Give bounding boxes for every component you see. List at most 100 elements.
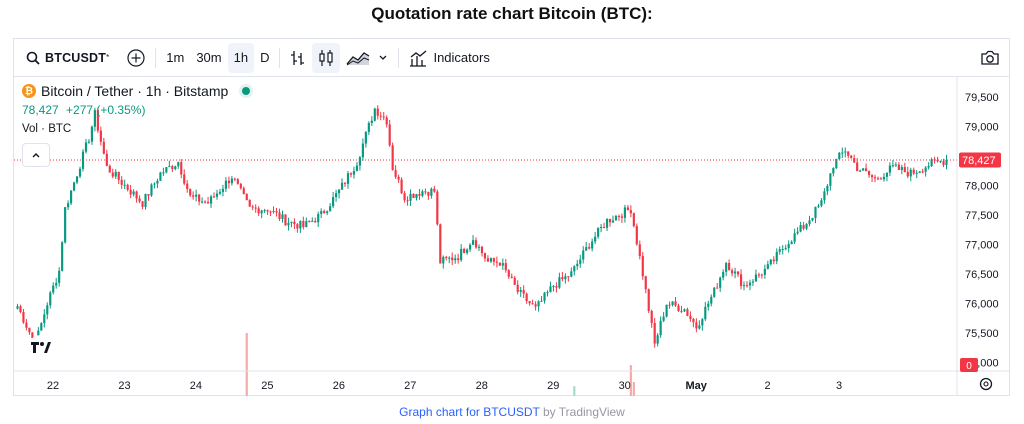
candles-type-button[interactable] <box>312 42 341 73</box>
candle-body <box>582 250 585 260</box>
tradingview-logo <box>28 335 54 359</box>
candle-body <box>513 277 516 285</box>
candle-body <box>55 282 58 286</box>
volume-legend: Vol · BTC <box>22 123 72 135</box>
candle-body <box>367 123 370 132</box>
candle-body <box>492 258 495 262</box>
candle-body <box>463 248 466 253</box>
candle-body <box>168 166 171 168</box>
candle-body <box>591 241 594 249</box>
candle-body <box>394 170 397 177</box>
area-type-button[interactable] <box>340 43 394 73</box>
interval-d[interactable]: D <box>260 50 270 65</box>
footer: Graph chart for BTCUSDT by TradingView <box>0 405 1024 419</box>
candle-body <box>629 210 632 214</box>
candle-body <box>302 220 305 227</box>
candle-body <box>174 166 177 170</box>
interval-1h[interactable]: 1h <box>227 42 255 73</box>
candle-body <box>677 305 680 312</box>
candle-body <box>757 274 760 276</box>
candle-body <box>427 191 430 196</box>
interval-30m[interactable]: 30m <box>196 50 222 65</box>
candle-body <box>555 286 558 288</box>
candles-layer <box>16 105 948 354</box>
candle-body <box>114 171 117 177</box>
candle-body <box>736 271 740 275</box>
candle-body <box>844 151 847 153</box>
candle-body <box>58 270 61 283</box>
candle-body <box>198 194 201 202</box>
collapse-legend-button[interactable] <box>22 143 50 167</box>
candle-body <box>421 191 424 196</box>
candle-body <box>162 172 165 174</box>
candle-body <box>573 266 576 272</box>
candle-body <box>424 191 427 193</box>
candle-body <box>25 322 28 328</box>
candle-body <box>203 201 207 203</box>
candle-body <box>287 222 290 226</box>
bar-type-button[interactable] <box>284 43 312 73</box>
symbol-label: BTCUSDT <box>45 50 107 65</box>
compare-button[interactable] <box>121 43 151 73</box>
symbol-search[interactable]: BTCUSDT * <box>20 43 115 73</box>
candle-body <box>397 176 400 180</box>
candle-body <box>141 201 144 207</box>
candle-body <box>320 211 323 214</box>
candle-body <box>43 314 46 324</box>
market-status-icon <box>239 84 254 98</box>
candle-body <box>915 172 918 174</box>
candle-body <box>257 208 260 214</box>
candle-body <box>894 164 897 166</box>
candle-body <box>918 171 921 173</box>
candle-body <box>209 196 213 204</box>
candle-body <box>516 284 519 292</box>
y-tick-label: 79,000 <box>965 121 999 133</box>
candle-body <box>81 151 85 169</box>
indicators-button[interactable]: Indicators <box>403 43 495 73</box>
candle-body <box>945 160 948 166</box>
candle-body <box>379 115 382 117</box>
candle-body <box>510 276 513 278</box>
candle-body <box>433 188 436 192</box>
candle-body <box>299 220 302 229</box>
candle-body <box>192 195 195 197</box>
candle-body <box>498 262 501 266</box>
candle-body <box>662 316 665 321</box>
candle-body <box>102 141 105 154</box>
candle-body <box>382 116 385 118</box>
candle-body <box>722 271 725 278</box>
candle-body <box>620 216 624 218</box>
x-tick-label: May <box>685 380 707 392</box>
footer-attribution: by TradingView <box>543 405 625 419</box>
candle-body <box>826 185 829 192</box>
candle-body <box>817 205 820 207</box>
candle-body <box>879 178 883 180</box>
candle-body <box>671 301 674 306</box>
footer-link[interactable]: Graph chart for BTCUSDT <box>399 405 540 419</box>
bars-icon <box>291 50 305 65</box>
candle-body <box>552 286 555 288</box>
x-tick-label: 30 <box>619 380 631 392</box>
candle-body <box>674 301 677 306</box>
candle-body <box>644 276 647 290</box>
candle-body <box>323 211 326 214</box>
candle-body <box>218 191 222 194</box>
candle-body <box>558 277 561 288</box>
snapshot-button[interactable] <box>977 45 1003 71</box>
candle-body <box>707 303 710 307</box>
candle-body <box>466 249 469 253</box>
interval-1m[interactable]: 1m <box>166 50 185 65</box>
candle-body <box>796 231 799 234</box>
candle-body <box>123 184 126 186</box>
page-title: Quotation rate chart Bitcoin (BTC): <box>371 4 653 23</box>
candle-body <box>224 180 228 189</box>
candle-body <box>528 301 531 304</box>
candle-body <box>409 193 412 201</box>
candle-body <box>686 309 689 316</box>
x-tick-label: 27 <box>404 380 416 392</box>
candle-body <box>927 166 930 168</box>
candle-body <box>751 281 755 283</box>
candle-body <box>903 167 906 173</box>
y-tick-label: 77,500 <box>965 210 999 222</box>
candle-body <box>701 319 704 326</box>
